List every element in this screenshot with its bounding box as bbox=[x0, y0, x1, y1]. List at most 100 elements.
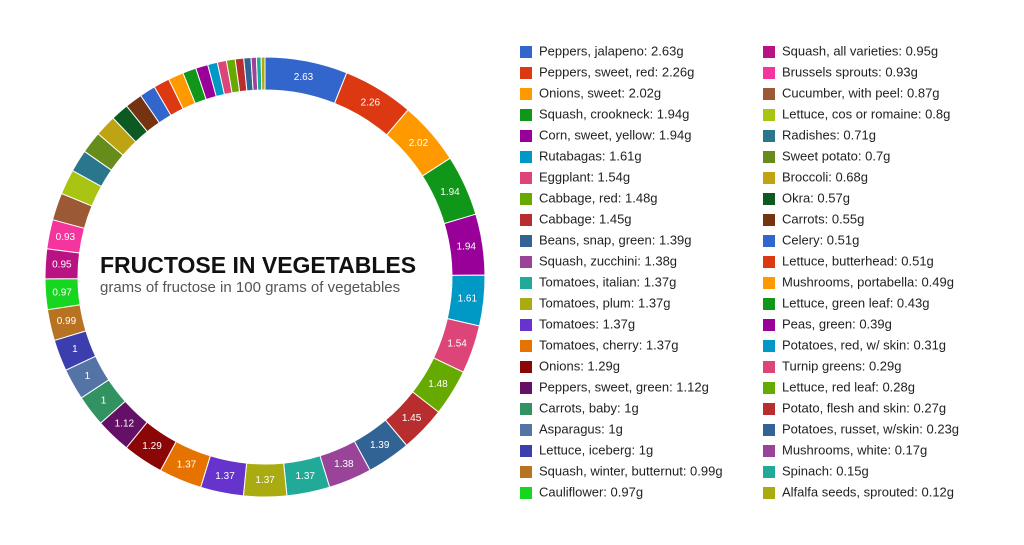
legend-label: Potato, flesh and skin: 0.27g bbox=[782, 400, 946, 415]
legend-swatch bbox=[520, 67, 532, 79]
legend-swatch bbox=[763, 235, 775, 247]
slice-label: 1.94 bbox=[457, 241, 477, 252]
legend-label: Asparagus: 1g bbox=[539, 421, 623, 436]
legend-label: Lettuce, green leaf: 0.43g bbox=[782, 295, 929, 310]
legend-label: Tomatoes: 1.37g bbox=[539, 316, 635, 331]
legend-label: Lettuce, red leaf: 0.28g bbox=[782, 379, 915, 394]
legend-swatch bbox=[520, 277, 532, 289]
legend-swatch bbox=[763, 319, 775, 331]
slice-label: 0.99 bbox=[57, 316, 77, 327]
slice-label: 0.95 bbox=[52, 259, 72, 270]
legend-swatch bbox=[763, 487, 775, 499]
legend-label: Squash, all varieties: 0.95g bbox=[782, 43, 938, 58]
legend-swatch bbox=[520, 46, 532, 58]
chart-title: FRUCTOSE IN VEGETABLES bbox=[100, 252, 416, 278]
legend-label: Mushrooms, portabella: 0.49g bbox=[782, 274, 954, 289]
legend-label: Cabbage, red: 1.48g bbox=[539, 190, 658, 205]
legend-label: Tomatoes, cherry: 1.37g bbox=[539, 337, 678, 352]
legend-label: Beans, snap, green: 1.39g bbox=[539, 232, 692, 247]
legend-label: Brussels sprouts: 0.93g bbox=[782, 64, 918, 79]
legend-label: Carrots, baby: 1g bbox=[539, 400, 639, 415]
legend-label: Lettuce, cos or romaine: 0.8g bbox=[782, 106, 950, 121]
legend-swatch bbox=[763, 109, 775, 121]
legend-swatch bbox=[520, 340, 532, 352]
legend-swatch bbox=[520, 193, 532, 205]
legend-label: Sweet potato: 0.7g bbox=[782, 148, 890, 163]
legend-swatch bbox=[520, 445, 532, 457]
legend-swatch bbox=[763, 46, 775, 58]
legend-label: Squash, winter, butternut: 0.99g bbox=[539, 463, 723, 478]
legend-swatch bbox=[520, 487, 532, 499]
slice-label: 1.37 bbox=[255, 475, 275, 486]
legend-label: Onions, sweet: 2.02g bbox=[539, 85, 661, 100]
slice bbox=[260, 56, 266, 91]
legend-swatch bbox=[763, 466, 775, 478]
legend-label: Corn, sweet, yellow: 1.94g bbox=[539, 127, 691, 142]
slice-label: 0.97 bbox=[52, 288, 72, 299]
legend-label: Carrots: 0.55g bbox=[782, 211, 864, 226]
legend-swatch bbox=[763, 361, 775, 373]
legend-swatch bbox=[763, 382, 775, 394]
slice-label: 1.54 bbox=[447, 339, 467, 350]
slice-label: 1 bbox=[101, 396, 107, 407]
legend-swatch bbox=[520, 466, 532, 478]
donut: 2.63 2.26 2.02 1.94 1.94 1.61 1.54 1.48 1.45 1.39… bbox=[44, 56, 486, 498]
legend-label: Mushrooms, white: 0.17g bbox=[782, 442, 927, 457]
legend-swatch bbox=[763, 214, 775, 226]
legend-label: Cucumber, with peel: 0.87g bbox=[782, 85, 940, 100]
legend-swatch bbox=[763, 172, 775, 184]
slice-label: 1.29 bbox=[142, 441, 162, 452]
chart-subtitle: grams of fructose in 100 grams of vegeta… bbox=[100, 279, 400, 296]
slice-label: 2.26 bbox=[361, 98, 381, 109]
slice-label: 1.37 bbox=[177, 459, 197, 470]
slice-label: 1 bbox=[72, 344, 78, 355]
legend-label: Celery: 0.51g bbox=[782, 232, 859, 247]
legend-label: Cabbage: 1.45g bbox=[539, 211, 632, 226]
slice-label: 1.37 bbox=[215, 471, 235, 482]
legend-swatch bbox=[520, 235, 532, 247]
legend-swatch bbox=[763, 151, 775, 163]
slice-label: 0.93 bbox=[56, 232, 76, 243]
legend-label: Peas, green: 0.39g bbox=[782, 316, 892, 331]
slice-label: 1.39 bbox=[370, 440, 390, 451]
legend-label: Peppers, sweet, red: 2.26g bbox=[539, 64, 694, 79]
legend-swatch bbox=[520, 214, 532, 226]
slice-label: 1.94 bbox=[440, 187, 460, 198]
legend-swatch bbox=[763, 340, 775, 352]
legend-swatch bbox=[520, 361, 532, 373]
legend-label: Lettuce, butterhead: 0.51g bbox=[782, 253, 934, 268]
legend-swatch bbox=[520, 109, 532, 121]
legend-label: Cauliflower: 0.97g bbox=[539, 484, 643, 499]
legend-label: Peppers, sweet, green: 1.12g bbox=[539, 379, 709, 394]
legend-swatch bbox=[763, 403, 775, 415]
legend-label: Tomatoes, italian: 1.37g bbox=[539, 274, 676, 289]
slice-label: 1.45 bbox=[402, 413, 422, 424]
legend-label: Spinach: 0.15g bbox=[782, 463, 869, 478]
legend-swatch bbox=[520, 424, 532, 436]
slice-label: 1.38 bbox=[334, 459, 354, 470]
slice-label: 2.63 bbox=[294, 72, 314, 83]
legend-label: Squash, crookneck: 1.94g bbox=[539, 106, 689, 121]
legend-label: Potatoes, russet, w/skin: 0.23g bbox=[782, 421, 959, 436]
legend-label: Lettuce, iceberg: 1g bbox=[539, 442, 653, 457]
legend-swatch bbox=[520, 88, 532, 100]
legend-label: Tomatoes, plum: 1.37g bbox=[539, 295, 671, 310]
legend-swatch bbox=[763, 256, 775, 268]
legend-label: Turnip greens: 0.29g bbox=[782, 358, 901, 373]
legend-swatch bbox=[763, 67, 775, 79]
slice-label: 1.61 bbox=[458, 294, 478, 305]
legend-swatch bbox=[763, 424, 775, 436]
legend-swatch bbox=[520, 403, 532, 415]
legend-swatch bbox=[520, 130, 532, 142]
legend-label: Potatoes, red, w/ skin: 0.31g bbox=[782, 337, 946, 352]
legend-swatch bbox=[763, 277, 775, 289]
legend-label: Alfalfa seeds, sprouted: 0.12g bbox=[782, 484, 954, 499]
legend-swatch bbox=[763, 88, 775, 100]
legend-swatch bbox=[520, 382, 532, 394]
legend-swatch bbox=[520, 256, 532, 268]
legend-label: Broccoli: 0.68g bbox=[782, 169, 868, 184]
legend-label: Onions: 1.29g bbox=[539, 358, 620, 373]
legend-swatch bbox=[763, 445, 775, 457]
legend-label: Eggplant: 1.54g bbox=[539, 169, 630, 184]
